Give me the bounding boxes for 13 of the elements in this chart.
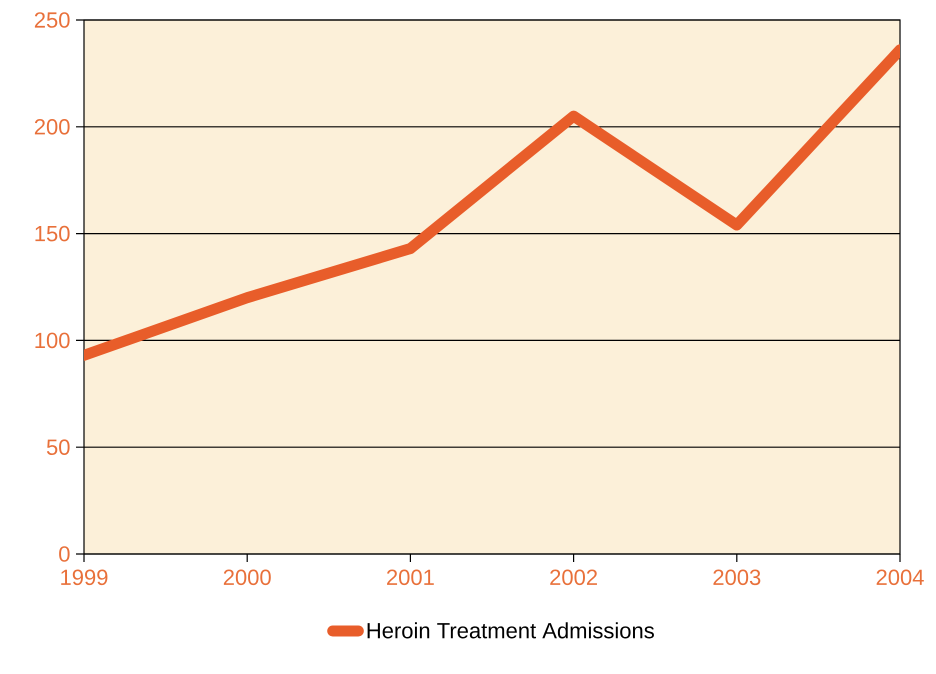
legend-label: Heroin Treatment Admissions [368, 622, 654, 638]
y-tick-label: 50 [46, 439, 70, 455]
y-tick-label: 100 [35, 332, 70, 348]
x-tick-label: 2002 [550, 570, 597, 586]
x-tick-label: 2000 [224, 570, 271, 586]
y-tick-label: 150 [35, 226, 70, 242]
x-tick-label: 2003 [713, 570, 760, 586]
x-tick-label: 1999 [61, 570, 108, 586]
y-tick-label: 200 [34, 119, 70, 135]
y-tick-label: 250 [34, 12, 70, 28]
x-tick-label: 2004 [876, 570, 924, 586]
x-tick-label: 2001 [387, 570, 434, 586]
y-tick-label: 0 [59, 546, 70, 562]
